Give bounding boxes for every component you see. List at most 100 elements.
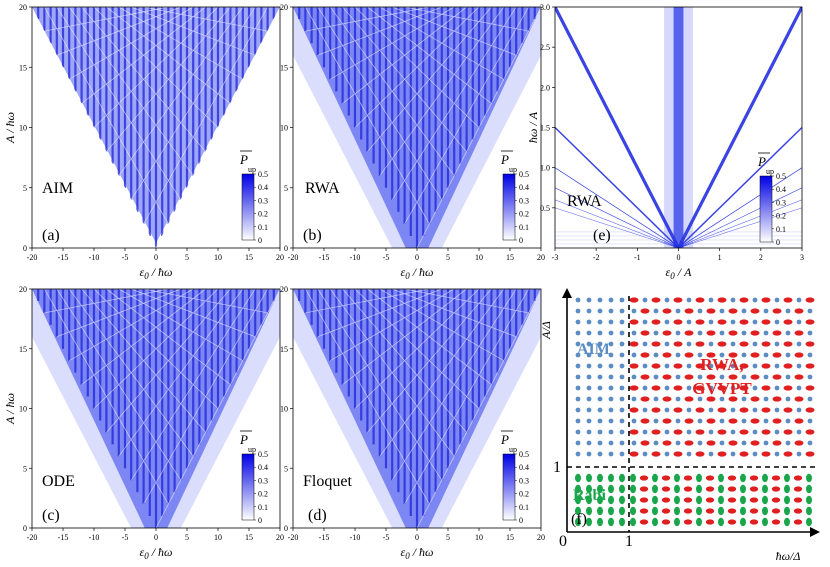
node-line bbox=[354, 7, 480, 128]
rwa-dot bbox=[794, 374, 804, 380]
aim-dot bbox=[619, 308, 625, 314]
panel-letter: (d) bbox=[308, 507, 327, 524]
rwa-dot bbox=[793, 475, 803, 481]
y-axis-title: A / ħω bbox=[3, 112, 17, 144]
colorbar-tick-label: 0.4 bbox=[776, 185, 786, 194]
colorbar-tick-label: 0 bbox=[258, 516, 262, 525]
aim-dot bbox=[796, 363, 802, 369]
x-tick-label: -15 bbox=[319, 253, 330, 262]
x-tick-label: -2 bbox=[593, 253, 600, 262]
x-tick-label: 15 bbox=[245, 533, 253, 542]
rwa-dot bbox=[739, 363, 749, 369]
aim-dot bbox=[686, 429, 692, 435]
node-line bbox=[44, 289, 169, 505]
aim-dot bbox=[608, 396, 614, 402]
rwa-dot bbox=[761, 341, 771, 347]
aim-dot bbox=[807, 352, 813, 358]
rwa-dot bbox=[706, 330, 716, 336]
rabi-dot bbox=[597, 484, 603, 494]
colorbar bbox=[502, 453, 516, 521]
rwa-dot bbox=[793, 508, 803, 514]
aim-dot bbox=[785, 374, 791, 380]
region-label-rwa: RWA, bbox=[700, 355, 743, 374]
rwa-dot bbox=[695, 341, 705, 347]
rwa-dot bbox=[640, 352, 650, 358]
rwa-dot bbox=[629, 407, 639, 413]
colorbar-title: Pup bbox=[757, 154, 774, 176]
rabi-dot bbox=[652, 506, 658, 516]
aim-dot bbox=[664, 341, 670, 347]
aim-dot bbox=[807, 308, 813, 314]
rwa-dot bbox=[661, 486, 671, 492]
rwa-dot bbox=[794, 308, 804, 314]
y-tick-label: 20 bbox=[19, 285, 27, 294]
colorbar-tick-label: 0.2 bbox=[776, 212, 786, 221]
rwa-dot bbox=[629, 429, 639, 435]
aim-dot bbox=[675, 374, 681, 380]
node-line bbox=[404, 7, 529, 32]
node-line bbox=[329, 7, 455, 176]
aim-dot bbox=[642, 451, 648, 457]
y-tick-label: 2.5 bbox=[540, 43, 550, 52]
rwa-dot bbox=[661, 475, 671, 481]
x-axis-title: ε0 / ħω bbox=[400, 545, 433, 561]
aim-dot bbox=[575, 385, 581, 391]
aim-dot bbox=[608, 297, 614, 303]
x-tick-label: 0 bbox=[677, 253, 681, 262]
rwa-dot bbox=[640, 374, 650, 380]
rabi-dot bbox=[674, 473, 680, 483]
rwa-dot bbox=[673, 363, 683, 369]
rwa-dot bbox=[739, 385, 749, 391]
node-line bbox=[317, 289, 443, 481]
aim-dot bbox=[763, 308, 769, 314]
rabi-dot bbox=[630, 506, 636, 516]
x-tick-label: 5 bbox=[446, 533, 450, 542]
rwa-dot bbox=[639, 497, 649, 503]
rwa-dot bbox=[749, 475, 759, 481]
rwa-dot bbox=[749, 519, 759, 525]
rwa-dot bbox=[705, 519, 715, 525]
resonance-branch bbox=[555, 199, 679, 248]
rabi-dot bbox=[718, 506, 724, 516]
aim-dot bbox=[752, 429, 758, 435]
aim-dot bbox=[752, 341, 758, 347]
node-line bbox=[392, 289, 517, 338]
aim-dot bbox=[619, 352, 625, 358]
rwa-dot bbox=[772, 418, 782, 424]
x-tick-label: -10 bbox=[350, 253, 361, 262]
aim-dot bbox=[597, 308, 603, 314]
resonance-branch bbox=[555, 167, 679, 248]
y-tick-label: 10 bbox=[19, 124, 27, 133]
rwa-dot bbox=[717, 341, 727, 347]
aim-dot bbox=[586, 429, 592, 435]
rwa-dot bbox=[629, 451, 639, 457]
rwa-dot bbox=[772, 308, 782, 314]
x-tick-label: 20 bbox=[276, 533, 284, 542]
aim-dot bbox=[774, 429, 780, 435]
aim-dot bbox=[597, 407, 603, 413]
rabi-dot bbox=[740, 506, 746, 516]
rwa-dot bbox=[783, 319, 793, 325]
aim-dot bbox=[796, 385, 802, 391]
rwa-dot bbox=[695, 407, 705, 413]
aim-dot bbox=[664, 319, 670, 325]
aim-dot bbox=[785, 352, 791, 358]
aim-dot bbox=[774, 297, 780, 303]
y-tick-label: 1.5 bbox=[540, 124, 550, 133]
rabi-dot bbox=[608, 495, 614, 505]
rabi-dot bbox=[586, 495, 592, 505]
aim-dot bbox=[730, 451, 736, 457]
x-tick-label: -10 bbox=[350, 533, 361, 542]
rabi-dot bbox=[630, 495, 636, 505]
aim-dot bbox=[796, 429, 802, 435]
x-axis-title: ε0 / A bbox=[666, 265, 693, 281]
rwa-dot bbox=[772, 396, 782, 402]
method-label: ODE bbox=[42, 473, 75, 490]
rwa-dot bbox=[662, 396, 672, 402]
x-tick-label: -20 bbox=[288, 533, 299, 542]
aim-dot bbox=[719, 374, 725, 380]
rabi-dot bbox=[740, 495, 746, 505]
resonance-branch bbox=[678, 207, 802, 248]
rwa-dot bbox=[728, 374, 738, 380]
aim-dot bbox=[586, 352, 592, 358]
